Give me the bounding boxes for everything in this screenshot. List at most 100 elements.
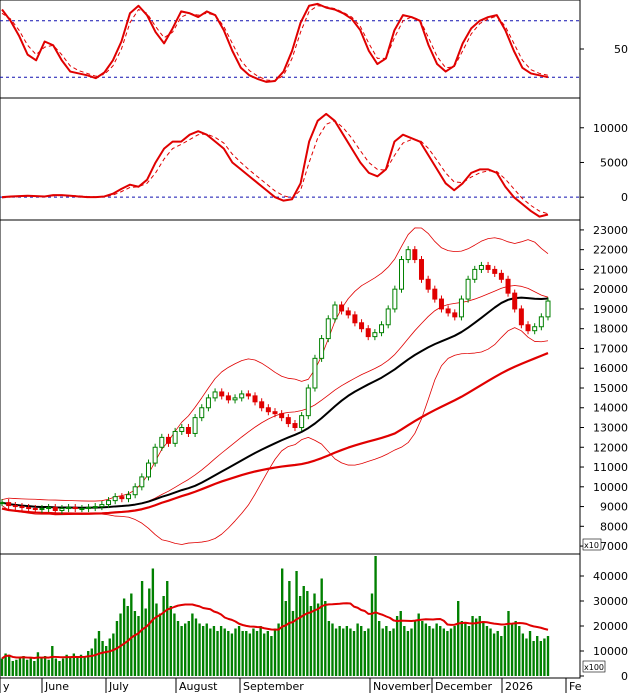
candle-body: [99, 504, 105, 508]
volume-bar: [245, 631, 248, 676]
candle-body: [512, 292, 518, 310]
y-tick-label: 21000: [593, 263, 628, 276]
volume-bar: [119, 613, 122, 676]
y-tick-label: 13000: [593, 422, 628, 435]
volume-bar: [201, 626, 205, 676]
volume-bar: [58, 661, 61, 676]
volume-bar: [374, 556, 377, 676]
volume-bar: [169, 606, 173, 676]
candle-body: [492, 268, 498, 274]
volume-bar: [79, 654, 83, 676]
volume-bar: [349, 628, 352, 676]
candle-body: [452, 312, 458, 318]
volume-bar: [0, 658, 4, 676]
candle-body: [252, 395, 258, 403]
bollinger-lower-band: [1, 327, 549, 545]
volume-bar: [377, 621, 381, 676]
volume-bar: [259, 626, 262, 676]
volume-bar: [385, 626, 388, 676]
volume-bar: [518, 626, 521, 676]
candle-body: [106, 500, 112, 506]
candle-body: [525, 324, 531, 332]
candle-body: [46, 507, 52, 510]
volume-bar: [191, 613, 194, 676]
volume-bar: [424, 623, 428, 676]
volume-bar: [539, 641, 543, 676]
volume-bar: [395, 616, 399, 676]
candle-body: [132, 486, 138, 496]
volume-bar: [54, 658, 58, 676]
volume-bar: [166, 581, 169, 676]
candle-body: [179, 427, 185, 432]
candle-body: [438, 298, 444, 310]
candle-body: [19, 506, 25, 509]
volume-bar: [36, 652, 40, 676]
candle-body: [26, 507, 32, 510]
volume-bar: [158, 613, 162, 676]
candle-body: [425, 278, 431, 290]
volume-bar: [270, 636, 273, 676]
volume-bar: [76, 656, 79, 676]
main-line: [1, 2, 549, 83]
volume-bar: [536, 636, 539, 676]
volume-bar: [525, 638, 528, 676]
volume-bar: [162, 596, 165, 676]
candle-body: [445, 308, 451, 314]
y-tick-label: 9000: [600, 501, 628, 514]
volume-bar: [485, 626, 489, 676]
volume-bar: [464, 623, 467, 676]
volume-bar: [546, 636, 550, 676]
volume-bar: [316, 603, 320, 676]
volume-bar: [187, 621, 190, 676]
volume-bar: [176, 621, 180, 676]
candle-body: [532, 326, 538, 332]
volume-bar: [503, 626, 507, 676]
candle-body: [0, 502, 5, 505]
volume-bar: [101, 641, 104, 676]
candle-body: [458, 298, 464, 318]
volume-bar: [230, 633, 234, 676]
volume-bar: [370, 593, 374, 676]
volume-bar: [273, 628, 277, 676]
volume-bar: [241, 631, 244, 676]
month-label: June: [44, 680, 69, 693]
candle-body: [319, 338, 325, 359]
candle-body: [478, 264, 484, 270]
volume-panel: 40000 30000 20000 10000 0: [0, 556, 628, 683]
volume-bar: [428, 626, 431, 676]
volume-bar: [331, 623, 334, 676]
bollinger-upper-band: [1, 227, 549, 502]
volume-bar: [151, 568, 155, 676]
y-tick-label: 22000: [593, 244, 628, 257]
candle-body: [225, 395, 231, 401]
candle-body: [538, 316, 544, 328]
candle-body: [145, 462, 151, 478]
candle-body: [66, 507, 72, 510]
volume-bar: [478, 616, 481, 676]
candle-body: [365, 328, 371, 338]
volume-moving-average: [1, 602, 549, 660]
candle-body: [12, 505, 18, 508]
candle-body: [185, 427, 191, 434]
volume-bar: [47, 659, 50, 676]
volume-bar: [460, 621, 463, 676]
volume-bar: [237, 626, 241, 676]
y-tick-label: 18000: [593, 323, 628, 336]
volume-bar: [194, 618, 198, 676]
volume-bar: [453, 626, 456, 676]
candle-body: [472, 268, 478, 280]
candle-body: [86, 507, 92, 510]
candle-body: [6, 502, 12, 507]
candle-body: [212, 391, 218, 399]
candle-body: [165, 436, 171, 444]
volume-bar: [295, 571, 298, 676]
volume-bar: [284, 601, 287, 676]
oscillator-middle-panel: 10000 5000 0: [0, 112, 628, 218]
volume-bar: [360, 626, 363, 676]
volume-bar: [25, 659, 29, 676]
volume-bar: [467, 626, 471, 676]
candle-body: [352, 314, 358, 324]
volume-bar: [40, 658, 43, 676]
y-tick-label: 10000: [593, 122, 628, 135]
candle-body: [139, 476, 145, 488]
